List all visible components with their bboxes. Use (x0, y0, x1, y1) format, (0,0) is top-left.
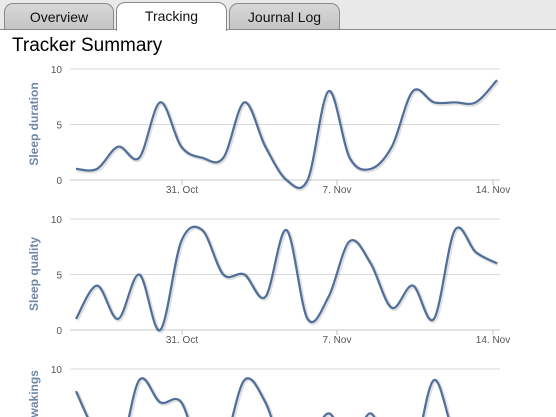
x-tick-label: 7. Nov (323, 335, 352, 346)
x-tick-label: 31. Oct (166, 185, 198, 196)
tab-bar: Overview Tracking Journal Log (0, 0, 556, 31)
y-tick-label: 10 (51, 365, 63, 376)
x-tick-label: 14. Nov (476, 335, 510, 346)
series-line (75, 79, 498, 190)
chart-sleep-duration: 0 5 10 31. Oct 7. Nov 14. Nov Sleep duration (27, 65, 510, 196)
chart-awakings: 10 Awakings (27, 365, 500, 417)
y-tick-label: 10 (51, 215, 63, 226)
y-tick-label: 10 (51, 65, 63, 76)
series-line (75, 377, 450, 417)
y-axis-label: Awakings (27, 370, 41, 417)
y-tick-label: 0 (56, 326, 62, 337)
page-title: Tracker Summary (12, 35, 163, 56)
series-line-shadow (75, 377, 452, 417)
x-tick-label: 14. Nov (476, 185, 510, 196)
tab-tracking[interactable]: Tracking (116, 2, 227, 31)
y-axis-label: Sleep quality (27, 237, 41, 311)
y-tick-label: 5 (56, 271, 62, 282)
series-line-shadow (76, 79, 500, 191)
y-axis-label: Sleep duration (27, 82, 41, 165)
tab-panel (0, 29, 556, 417)
y-tick-label: 5 (56, 121, 62, 132)
chart-sleep-quality: 0 5 10 31. Oct 7. Nov 14. Nov Sleep quality (27, 215, 510, 346)
tab-journal-log[interactable]: Journal Log (229, 3, 340, 30)
y-tick-label: 0 (56, 176, 62, 187)
x-tick-label: 31. Oct (166, 335, 198, 346)
series-line (75, 225, 498, 332)
tab-overview[interactable]: Overview (4, 3, 114, 30)
x-tick-label: 7. Nov (323, 185, 352, 196)
